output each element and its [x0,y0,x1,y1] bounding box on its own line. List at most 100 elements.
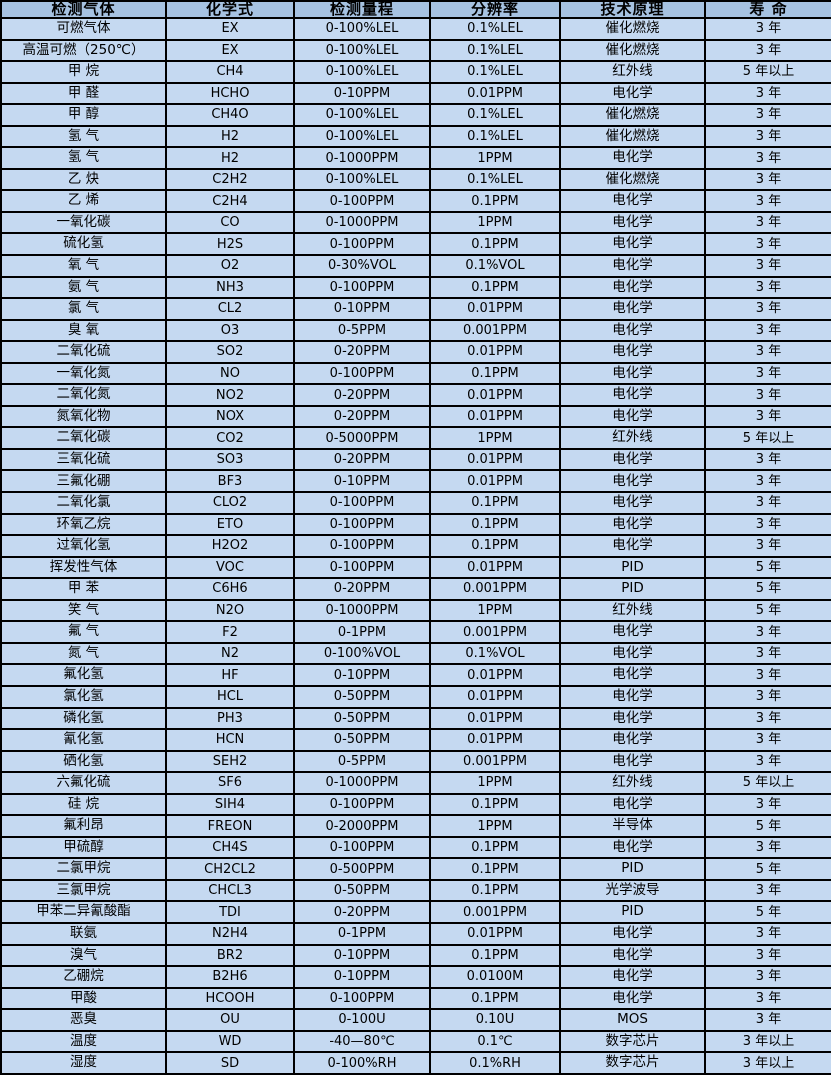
cell-principle: 电化学 [559,189,706,213]
cell-principle: 电化学 [559,684,706,709]
cell-gas-name: 过氧化氢 [0,534,167,558]
cell-principle: 电化学 [559,943,706,968]
cell-formula: EX [165,17,295,41]
cell-formula: H2S [165,232,295,256]
cell-resolution: 0.1%LEL [429,167,561,192]
cell-lifespan: 5 年 [704,900,831,924]
table-row: 甲 醛 HCHO 0-10PPM 0.01PPM 电化学 3 年 [0,81,831,106]
cell-gas-name: 氢 气 [0,124,167,149]
column-header-range: 检测量程 [293,0,431,19]
cell-formula: SIH4 [165,792,295,817]
cell-lifespan: 5 年以上 [704,771,831,795]
cell-range: 0-20PPM [293,383,431,407]
table-row: 硒化氢 SEH2 0-5PPM 0.001PPM 电化学 3 年 [0,749,831,774]
cell-resolution: 0.1PPM [429,491,561,515]
cell-range: 0-1000PPM [293,210,431,235]
cell-range: 0-100PPM [293,534,431,558]
table-row: 二氧化氮 NO2 0-20PPM 0.01PPM 电化学 3 年 [0,383,831,407]
cell-principle: 电化学 [559,469,706,494]
cell-range: 0-100PPM [293,792,431,817]
cell-gas-name: 硒化氢 [0,749,167,774]
cell-range: 0-10PPM [293,663,431,687]
cell-gas-name: 三氧化硫 [0,447,167,472]
cell-range: 0-100%LEL [293,124,431,149]
cell-range: 0-20PPM [293,900,431,924]
cell-lifespan: 3 年 [704,663,831,687]
cell-lifespan: 5 年 [704,598,831,623]
cell-gas-name: 二氯甲烷 [0,857,167,881]
cell-principle: 电化学 [559,404,706,429]
cell-gas-name: 三氟化硼 [0,469,167,494]
cell-range: 0-10PPM [293,81,431,106]
table-row: 二氯甲烷 CH2CL2 0-500PPM 0.1PPM PID 5 年 [0,857,831,881]
cell-resolution: 0.1%LEL [429,124,561,149]
cell-principle: 电化学 [559,447,706,472]
cell-gas-name: 可燃气体 [0,17,167,41]
cell-gas-name: 二氧化氯 [0,491,167,515]
cell-gas-name: 甲 烷 [0,60,167,84]
cell-range: 0-10PPM [293,297,431,321]
cell-gas-name: 联氨 [0,921,167,946]
cell-lifespan: 3 年 [704,232,831,256]
cell-resolution: 0.0100M [429,965,561,989]
cell-principle: 催化燃烧 [559,124,706,149]
cell-range: 0-20PPM [293,447,431,472]
cell-formula: CO [165,210,295,235]
cell-lifespan: 3 年 [704,469,831,494]
table-row: 高温可燃（250℃） EX 0-100%LEL 0.1%LEL 催化燃烧 3 年 [0,38,831,63]
header-row: 检测气体 化学式 检测量程 分辨率 技术原理 寿 命 [0,0,831,19]
table-row: 硫化氢 H2S 0-100PPM 0.1PPM 电化学 3 年 [0,232,831,256]
table-row: 氢 气 H2 0-100%LEL 0.1%LEL 催化燃烧 3 年 [0,124,831,149]
cell-formula: H2 [165,146,295,170]
cell-lifespan: 3 年 [704,491,831,515]
cell-gas-name: 六氟化硫 [0,771,167,795]
cell-principle: 电化学 [559,210,706,235]
cell-resolution: 0.001PPM [429,900,561,924]
table-row: 溴气 BR2 0-10PPM 0.1PPM 电化学 3 年 [0,943,831,968]
cell-lifespan: 3 年 [704,404,831,429]
cell-lifespan: 3 年 [704,534,831,558]
cell-range: 0-100PPM [293,512,431,537]
column-header-principle: 技术原理 [559,0,706,19]
cell-gas-name: 溴气 [0,943,167,968]
cell-resolution: 0.01PPM [429,921,561,946]
cell-resolution: 0.1%RH [429,1051,561,1075]
table-row: 温度 WD -40—80℃ 0.1℃ 数字芯片 3 年以上 [0,1029,831,1054]
cell-formula: SD [165,1051,295,1075]
table-row: 磷化氢 PH3 0-50PPM 0.01PPM 电化学 3 年 [0,706,831,731]
cell-principle: 催化燃烧 [559,167,706,192]
cell-range: 0-5PPM [293,749,431,774]
cell-gas-name: 温度 [0,1029,167,1054]
cell-principle: 电化学 [559,297,706,321]
cell-gas-name: 氰化氢 [0,728,167,752]
cell-gas-name: 甲 醛 [0,81,167,106]
cell-lifespan: 5 年 [704,814,831,838]
table-row: 甲 醇 CH4O 0-100%LEL 0.1%LEL 催化燃烧 3 年 [0,103,831,127]
cell-range: 0-500PPM [293,857,431,881]
table-row: 二氧化硫 SO2 0-20PPM 0.01PPM 电化学 3 年 [0,340,831,364]
cell-formula: NO2 [165,383,295,407]
cell-principle: PID [559,555,706,580]
cell-range: 0-20PPM [293,404,431,429]
cell-range: 0-50PPM [293,684,431,709]
cell-range: 0-100PPM [293,232,431,256]
cell-formula: SO2 [165,340,295,364]
table-row: 氨 气 NH3 0-100PPM 0.1PPM 电化学 3 年 [0,275,831,300]
cell-gas-name: 恶臭 [0,1008,167,1032]
cell-principle: 电化学 [559,146,706,170]
table-row: 氰化氢 HCN 0-50PPM 0.01PPM 电化学 3 年 [0,728,831,752]
cell-lifespan: 3 年 [704,878,831,903]
cell-formula: FREON [165,814,295,838]
cell-resolution: 0.10U [429,1008,561,1032]
table-row: 甲 烷 CH4 0-100%LEL 0.1%LEL 红外线 5 年以上 [0,60,831,84]
cell-lifespan: 3 年 [704,38,831,63]
cell-lifespan: 3 年 [704,684,831,709]
cell-formula: BF3 [165,469,295,494]
cell-formula: O2 [165,254,295,278]
cell-principle: 电化学 [559,835,706,860]
table-row: 二氧化碳 CO2 0-5000PPM 1PPM 红外线 5 年以上 [0,426,831,450]
cell-gas-name: 一氧化氮 [0,361,167,386]
cell-principle: 催化燃烧 [559,38,706,63]
cell-resolution: 0.01PPM [429,728,561,752]
